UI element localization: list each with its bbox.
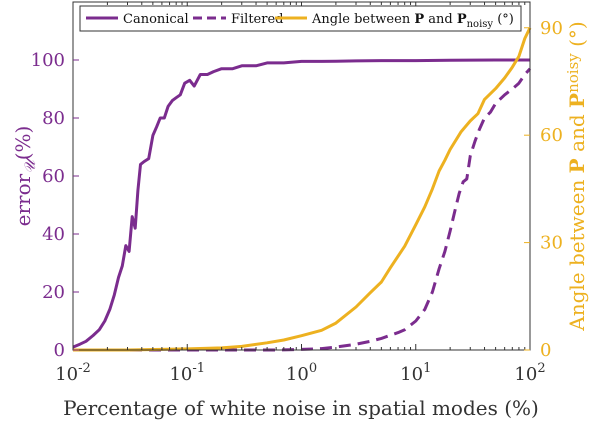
legend-angle-b2: P — [457, 12, 467, 27]
y-left-label-sub: 𝒰 — [21, 156, 39, 174]
y-right-axis-label: Angle between P and Pnoisy (°) — [564, 21, 589, 331]
legend-angle-sub: noisy — [467, 19, 494, 30]
y-left-label-main: error — [11, 173, 35, 226]
legend-angle-mid: and — [424, 12, 457, 27]
y-right-label-b1: P — [565, 158, 589, 173]
y-left-tick-label: 20 — [42, 282, 65, 303]
y-left-tick-label: 40 — [42, 224, 65, 245]
x-tick-label: 102 — [514, 361, 545, 385]
series-line-canonical — [72, 58, 530, 349]
y-right-label-unit: (°) — [565, 21, 589, 53]
y-right-axis-ticks: 0 30 60 90 — [524, 18, 563, 361]
x-tick-label: 101 — [400, 361, 431, 385]
x-axis-label: Percentage of white noise in spatial mod… — [63, 396, 539, 420]
y-left-tick-label: 0 — [54, 340, 65, 361]
series-line-filtered — [73, 67, 532, 352]
y-left-tick-label: 80 — [42, 108, 65, 129]
x-tick-label: 10-2 — [55, 361, 91, 385]
legend-label-canonical: Canonical — [123, 12, 189, 27]
y-right-label-pre: Angle between — [565, 173, 589, 331]
plot-frame — [72, 1, 531, 351]
y-left-tick-label: 60 — [42, 166, 65, 187]
x-axis-ticks: 10-2 10-1 100 101 102 — [55, 2, 546, 385]
series-line-angle-between-p-and-pnoisy — [73, 27, 532, 352]
legend-label-angle: Angle between P and Pnoisy (°) — [311, 12, 514, 30]
y-right-tick-label: 60 — [540, 125, 563, 146]
x-tick-label: 100 — [286, 361, 317, 385]
plot-lines — [72, 27, 532, 352]
y-left-axis-ticks: 0 20 40 60 80 100 — [31, 50, 79, 361]
y-right-tick-label: 90 — [540, 18, 563, 39]
legend-angle-post: (°) — [493, 12, 514, 27]
legend-angle-b1: P — [414, 12, 424, 27]
legend-label-filtered: Filtered — [231, 12, 283, 27]
y-left-tick-label: 100 — [31, 50, 65, 71]
y-left-axis-label: error𝒰(%) — [11, 126, 39, 227]
y-right-tick-label: 30 — [540, 233, 563, 254]
y-right-label-sub: noisy — [564, 53, 582, 93]
y-right-tick-label: 0 — [540, 340, 551, 361]
legend-angle-pre: Angle between — [311, 12, 414, 27]
legend: Canonical Filtered Angle between P and P… — [79, 5, 522, 32]
y-left-label-unit: (%) — [11, 126, 35, 161]
y-right-label-mid: and — [565, 108, 589, 158]
x-tick-label: 10-1 — [169, 361, 205, 385]
y-right-label-b2: P — [565, 93, 589, 108]
